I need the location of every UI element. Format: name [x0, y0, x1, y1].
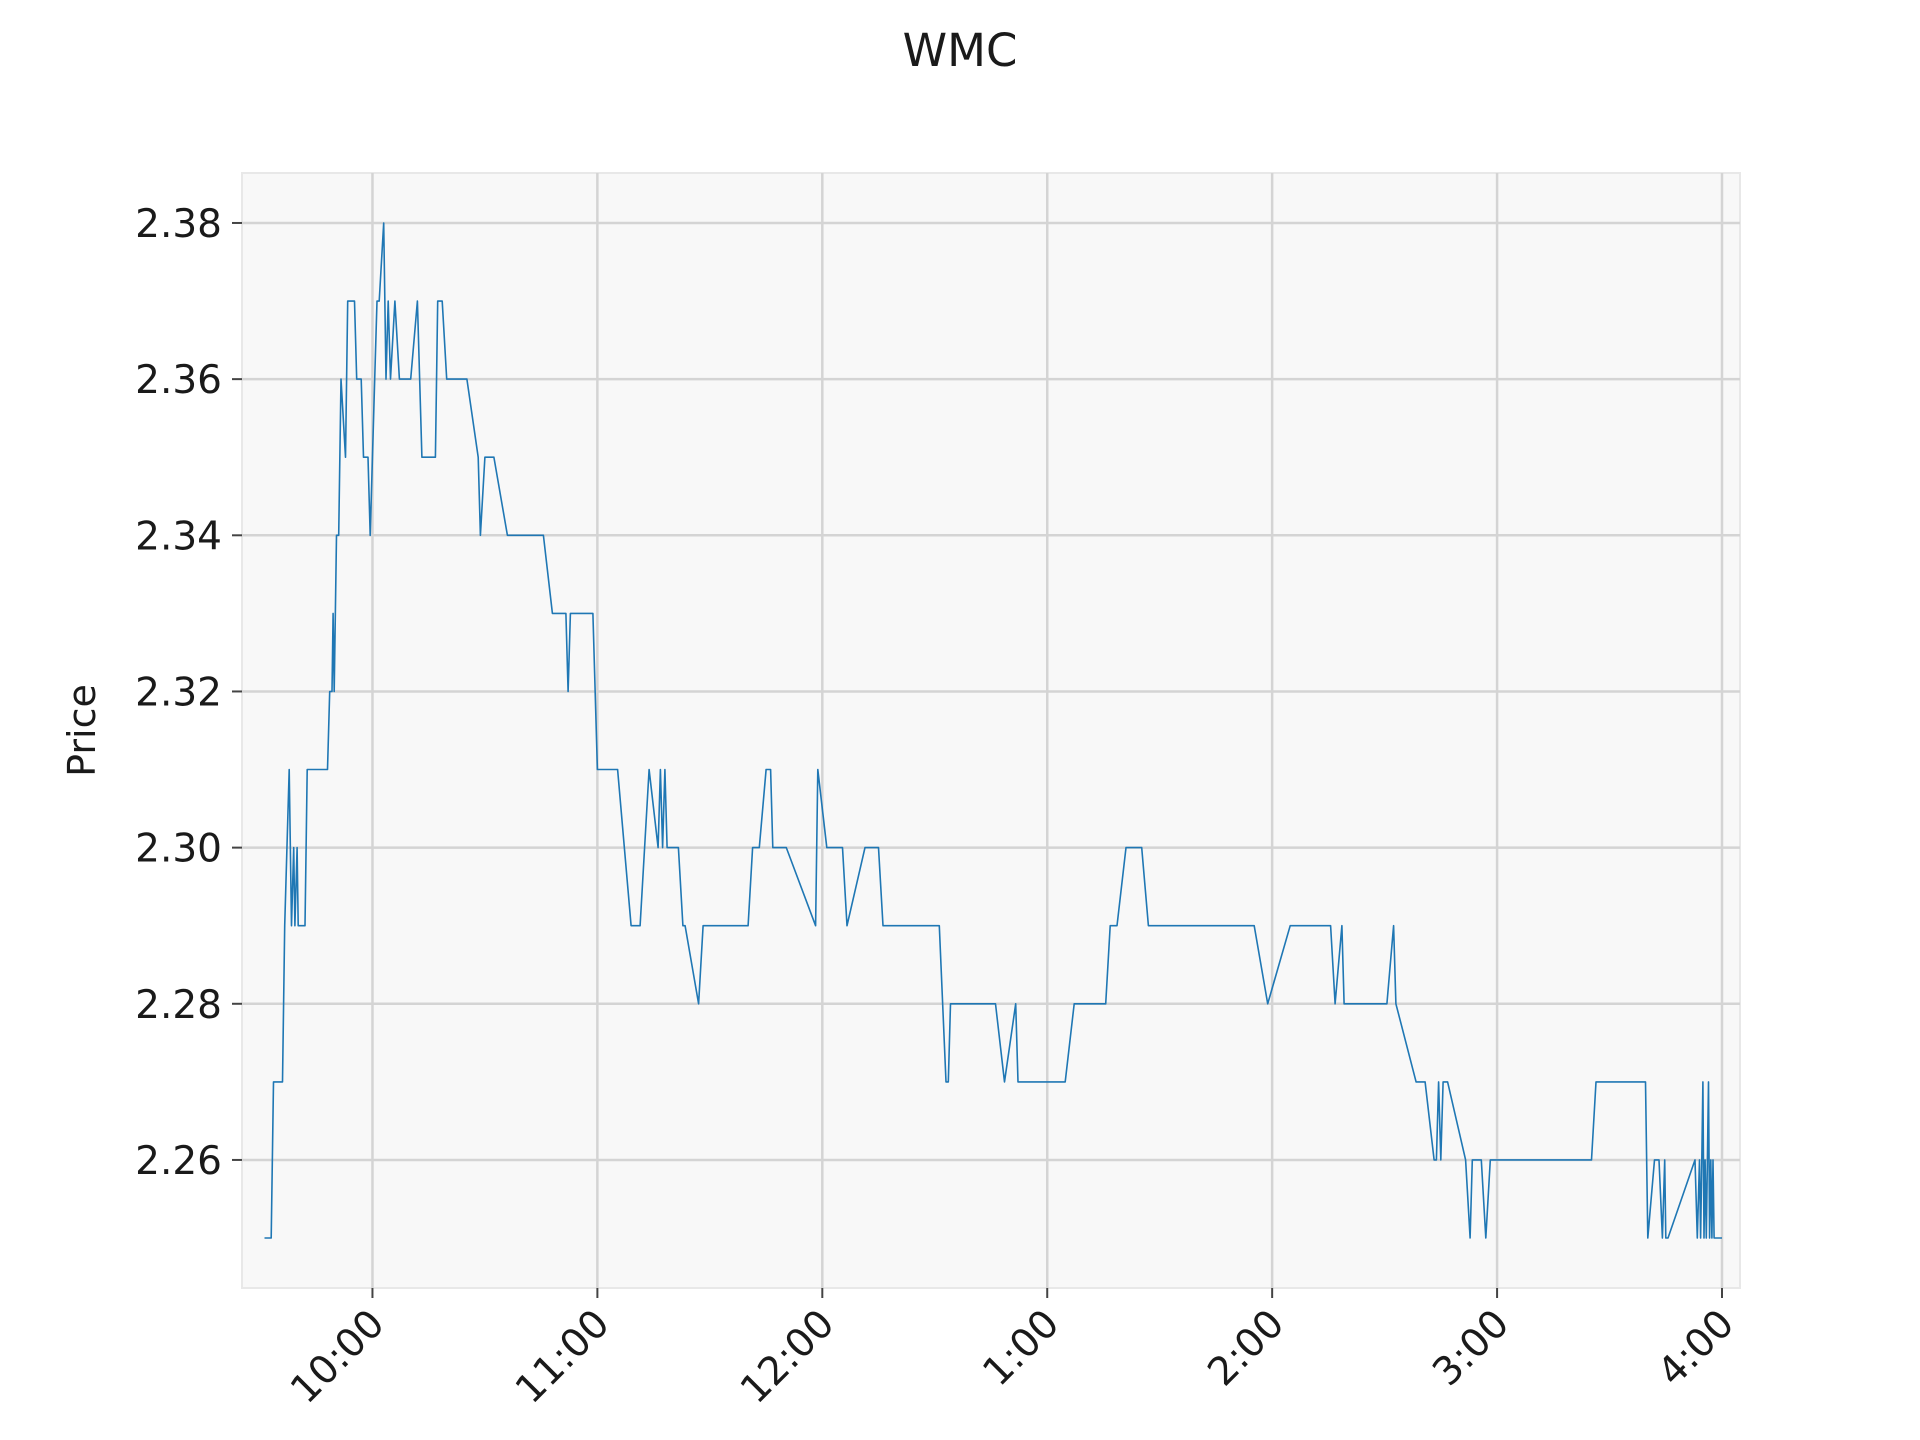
- x-axis: 10:00 11:00 12:00 1:00 2:00 3:00 4:00: [282, 1288, 1743, 1413]
- chart-title: WMC: [903, 24, 1018, 77]
- price-line-series: [264, 222, 1722, 1239]
- y-tick-label: 2.36: [135, 358, 222, 403]
- series-layer: [264, 222, 1722, 1239]
- x-tick-label: 4:00: [1649, 1301, 1743, 1395]
- y-tick-label: 2.32: [135, 670, 222, 715]
- x-tick-label: 11:00: [507, 1301, 618, 1412]
- y-axis: 2.26 2.28 2.30 2.32 2.34 2.36 2.38: [135, 202, 242, 1184]
- x-tick-label: 3:00: [1424, 1301, 1518, 1395]
- x-tick-label: 1:00: [975, 1301, 1069, 1395]
- y-tick-label: 2.34: [135, 514, 222, 559]
- y-tick-label: 2.38: [135, 202, 222, 247]
- y-tick-label: 2.26: [135, 1139, 222, 1184]
- x-tick-label: 12:00: [732, 1301, 843, 1412]
- y-tick-label: 2.28: [135, 983, 222, 1028]
- grid-lines: [242, 173, 1740, 1288]
- plot-area: [241, 172, 1741, 1289]
- x-tick-label: 10:00: [282, 1301, 393, 1412]
- y-tick-label: 2.30: [135, 827, 222, 872]
- y-axis-label: Price: [60, 684, 104, 777]
- x-tick-label: 2:00: [1199, 1301, 1293, 1395]
